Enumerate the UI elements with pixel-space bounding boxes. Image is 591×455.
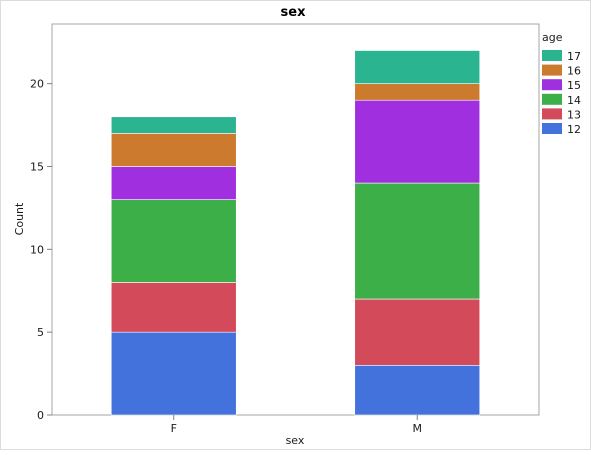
- bars-group: [110, 50, 481, 416]
- legend-swatch-16[interactable]: [542, 64, 562, 76]
- bar-segment-F-age-14[interactable]: [110, 199, 237, 283]
- legend-title: age: [542, 31, 563, 44]
- legend-label-16: 16: [567, 65, 581, 78]
- legend-label-13: 13: [567, 108, 581, 121]
- legend-swatch-12[interactable]: [542, 123, 562, 134]
- x-tick-label-M: M: [413, 422, 423, 435]
- bar-segment-F-age-15[interactable]: [110, 166, 237, 200]
- y-tick-label: 20: [30, 78, 44, 91]
- x-axis-label: sex: [286, 434, 305, 447]
- bar-segment-F-age-17[interactable]: [110, 116, 237, 134]
- legend-swatch-17[interactable]: [542, 50, 562, 61]
- y-tick-label: 0: [37, 409, 44, 422]
- bar-segment-M-age-14[interactable]: [354, 182, 481, 300]
- y-tick-label: 15: [30, 160, 44, 173]
- bar-segment-F-age-12[interactable]: [110, 331, 237, 416]
- bar-segment-M-age-12[interactable]: [354, 364, 481, 416]
- legend-swatch-13[interactable]: [542, 108, 562, 120]
- y-tick-label: 5: [37, 326, 44, 339]
- bar-segment-M-age-13[interactable]: [354, 298, 481, 366]
- legend-label-17: 17: [567, 50, 581, 63]
- bar-segment-M-age-15[interactable]: [354, 99, 481, 184]
- chart-title: sex: [281, 5, 307, 20]
- y-axis-ticks: 0 5 10 15 20: [30, 78, 52, 422]
- legend-label-15: 15: [567, 79, 581, 92]
- y-tick-label: 10: [30, 243, 44, 256]
- bar-segment-F-age-13[interactable]: [110, 282, 237, 333]
- y-axis-label: Count: [13, 202, 26, 235]
- bar-segment-M-age-16[interactable]: [354, 83, 481, 101]
- legend-swatch-14[interactable]: [542, 93, 562, 105]
- x-tick-label-F: F: [171, 422, 177, 435]
- legend-swatch-15[interactable]: [542, 79, 562, 91]
- legend-label-12: 12: [567, 123, 581, 136]
- bar-segment-F-age-16[interactable]: [110, 133, 237, 167]
- bar-segment-M-age-17[interactable]: [354, 50, 481, 84]
- legend-label-14: 14: [567, 94, 581, 107]
